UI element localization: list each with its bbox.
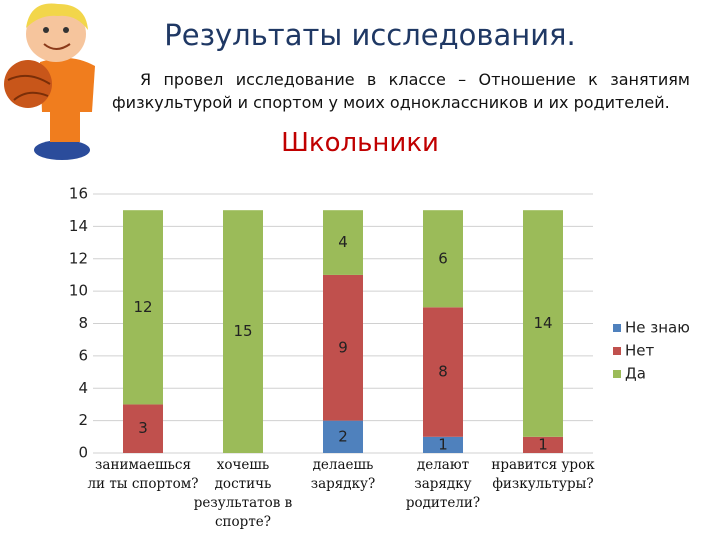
bar-segment — [123, 404, 163, 453]
legend-label: Да — [625, 365, 646, 383]
bar-segment — [123, 210, 163, 405]
y-tick-label: 14 — [69, 217, 88, 235]
legend-swatch — [613, 370, 621, 378]
data-label: 4 — [338, 233, 348, 251]
bar-segment — [423, 307, 463, 437]
legend-swatch — [613, 324, 621, 332]
y-tick-label: 16 — [69, 185, 88, 203]
legend-label: Не знаю — [625, 319, 690, 337]
y-tick-label: 6 — [78, 346, 88, 364]
y-tick-label: 2 — [78, 411, 88, 429]
data-label: 12 — [133, 298, 152, 316]
boy-illustration — [4, 3, 95, 160]
x-tick-label: занимаешься ли ты спортом? — [87, 457, 199, 492]
legend-swatch — [613, 347, 621, 355]
y-tick-label: 12 — [69, 249, 88, 267]
data-label: 6 — [438, 249, 448, 267]
slide-title: Результаты исследования. — [164, 18, 576, 52]
data-label: 3 — [138, 419, 148, 437]
x-tick-label: делают зарядку родители? — [405, 457, 481, 511]
bar-segment — [323, 210, 363, 275]
bar-segment — [223, 210, 263, 453]
data-label: 9 — [338, 338, 348, 356]
data-label: 15 — [233, 322, 252, 340]
bar-segment — [523, 436, 563, 453]
data-label: 2 — [338, 427, 348, 445]
data-label: 1 — [538, 435, 548, 453]
bar-segment — [423, 436, 463, 453]
y-tick-label: 0 — [78, 444, 88, 462]
x-tick-label: нравится урок физкультуры? — [491, 457, 595, 492]
bar-segment — [523, 210, 563, 437]
bar-segment — [323, 420, 363, 453]
data-label: 1 — [438, 435, 448, 453]
chart-title: Школьники — [281, 128, 439, 158]
x-tick-label: хочешь достичь результатов в спорте? — [193, 457, 293, 530]
description: Я провел исследование в классе – Отношен… — [112, 70, 690, 112]
y-tick-label: 4 — [78, 379, 88, 397]
x-tick-label: делаешь зарядку? — [310, 457, 376, 492]
data-label: 14 — [533, 314, 552, 332]
bar-segment — [423, 210, 463, 308]
bar-segment — [323, 274, 363, 421]
y-tick-label: 10 — [69, 282, 88, 300]
y-tick-label: 8 — [78, 314, 88, 332]
legend-label: Нет — [625, 342, 655, 360]
data-label: 8 — [438, 363, 448, 381]
